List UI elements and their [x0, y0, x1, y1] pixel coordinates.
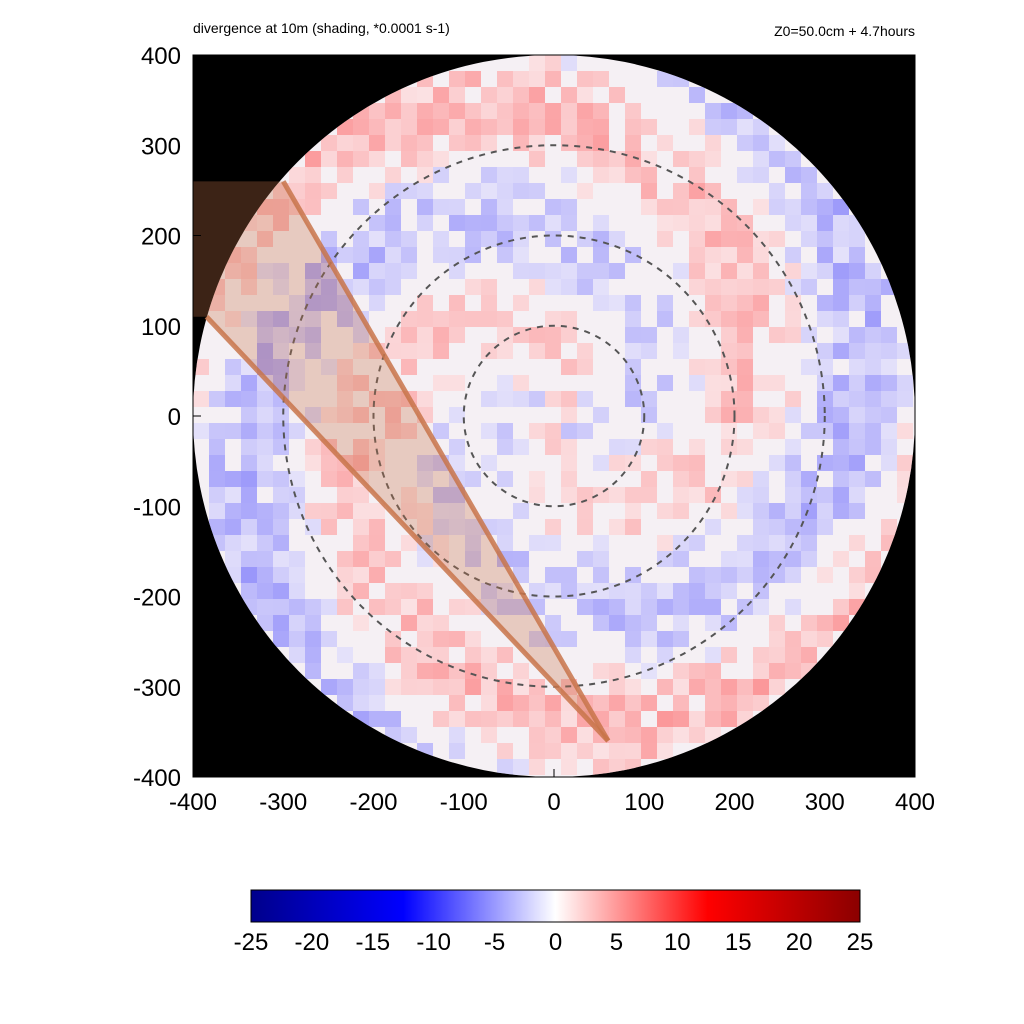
- y-axis: 400 300 200 100 0 -100 -200 -300 -400: [133, 43, 201, 792]
- colorbar-tick-label: 10: [664, 929, 691, 956]
- colorbar-tick-label: 15: [725, 929, 752, 956]
- y-tick-label: -100: [133, 494, 181, 521]
- wedge-overlay: [193, 180, 611, 743]
- colorbar-tick-label: 0: [549, 929, 562, 956]
- y-tick-label: 200: [141, 224, 181, 251]
- y-tick-label: -200: [133, 585, 181, 612]
- x-tick-label: 200: [714, 789, 754, 816]
- range-circle-1: [462, 324, 646, 508]
- colorbar-tick-label: -10: [416, 929, 451, 956]
- y-tick-label: 300: [141, 133, 181, 160]
- colorbar-tick-label: 20: [786, 929, 813, 956]
- colorbar-tick-label: 25: [847, 929, 874, 956]
- x-tick-label: -300: [259, 789, 307, 816]
- x-tick-label: -200: [349, 789, 397, 816]
- wedge-fill: [193, 181, 609, 741]
- y-tick-label: 400: [141, 43, 181, 70]
- x-tick-label: -400: [169, 789, 217, 816]
- wedge-edge-upper: [281, 180, 611, 743]
- chart-subtitle: Z0=50.0cm + 4.7hours: [774, 23, 915, 39]
- range-circle-2: [372, 234, 736, 598]
- x-tick-label: 300: [805, 789, 845, 816]
- colorbar-tick-label: -15: [355, 929, 390, 956]
- x-axis: -400 -300 -200 -100 0 100 200 300 400: [169, 769, 935, 816]
- colorbar: [250, 889, 861, 923]
- x-tick-label: -100: [440, 789, 488, 816]
- colorbar-tick-label: -5: [484, 929, 505, 956]
- y-tick-label: 100: [141, 314, 181, 341]
- x-tick-label: 0: [547, 789, 560, 816]
- colorbar-tick-label: 5: [610, 929, 623, 956]
- chart-title: divergence at 10m (shading, *0.0001 s-1): [193, 20, 450, 36]
- divergence-shading: [193, 55, 913, 775]
- y-tick-label: -300: [133, 675, 181, 702]
- wedge-edge-lower: [204, 315, 610, 743]
- colorbar-tick-label: -25: [234, 929, 269, 956]
- colorbar-ticks: -25 -20 -15 -10 -5 0 5 10 15 20 25: [234, 929, 874, 956]
- y-tick-label: 0: [168, 404, 181, 431]
- y-tick-label: -400: [133, 765, 181, 792]
- plot-area: [193, 55, 915, 777]
- x-tick-label: 400: [895, 789, 935, 816]
- colorbar-tick-label: -20: [295, 929, 330, 956]
- x-tick-label: 100: [624, 789, 664, 816]
